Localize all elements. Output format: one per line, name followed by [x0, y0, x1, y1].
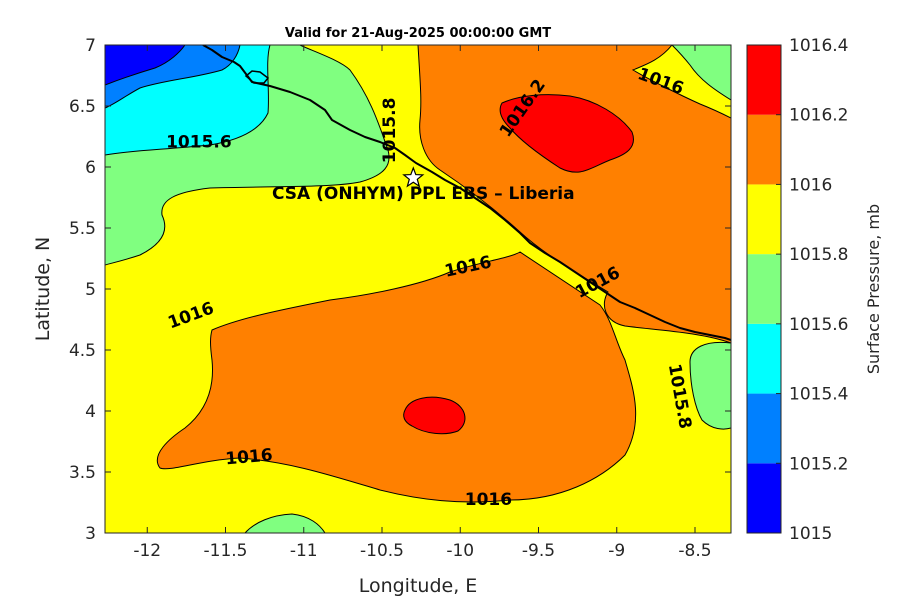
- colorbar-tick-label: 1015.8: [789, 245, 848, 265]
- x-tick-label: -12: [133, 541, 161, 561]
- x-tick-label: -8.5: [678, 541, 711, 561]
- contour-region-red-ne: [499, 94, 634, 173]
- contour-label: 1015.6: [166, 133, 232, 153]
- x-tick-label: -10: [446, 541, 474, 561]
- x-axis: -12 -11.5 -11 -10.5 -10 -9.5 -9 -8.5: [133, 45, 712, 561]
- colorbar-label: Surface Pressure, mb: [864, 204, 883, 374]
- site-label: CSA (ONHYM) PPL EBS – Liberia: [272, 184, 575, 204]
- colorbar-swatch: [747, 114, 781, 185]
- contour-label: 1016: [465, 490, 512, 510]
- colorbar-tick-label: 1016.4: [789, 36, 848, 56]
- contour-label: 1016: [225, 445, 274, 469]
- colorbar-tick-label: 1015.2: [789, 454, 848, 474]
- y-tick-label: 4: [85, 402, 96, 422]
- colorbar: 1015 1015.2 1015.4 1015.6 1015.8 1016 1016.2 10…: [746, 36, 848, 544]
- colorbar-tick-label: 1015.6: [789, 315, 848, 335]
- x-axis-label: Longitude, E: [359, 575, 478, 597]
- colorbar-swatch: [747, 184, 781, 255]
- y-tick-label: 5: [85, 280, 96, 300]
- y-tick-label: 6: [85, 158, 96, 178]
- contour-label: 1015.8: [380, 98, 400, 164]
- colorbar-swatch: [747, 323, 781, 394]
- colorbar-tick-label: 1016.2: [789, 106, 848, 126]
- coastline: [202, 45, 731, 341]
- chart-title: Valid for 21-Aug-2025 00:00:00 GMT: [285, 26, 551, 41]
- contour-region-red-s: [403, 396, 466, 435]
- contour-region-green-s: [244, 513, 326, 533]
- contour-region-darkblue: [105, 45, 186, 86]
- colorbar-frame: [746, 44, 782, 534]
- x-tick-label: -11: [290, 541, 318, 561]
- x-tick-label: -10.5: [360, 541, 404, 561]
- colorbar-tick-label: 1015.4: [789, 385, 848, 405]
- contour-fill-layer: [105, 45, 731, 533]
- site-marker: CSA (ONHYM) PPL EBS – Liberia: [272, 166, 575, 204]
- y-tick-label: 5.5: [69, 219, 96, 239]
- colorbar-swatch: [747, 463, 781, 533]
- island-outline: [244, 70, 270, 84]
- contour-region-orange-s: [157, 251, 637, 503]
- colorbar-swatch: [747, 45, 781, 115]
- colorbar-tick-label: 1015: [789, 524, 832, 544]
- y-axis-label: Latitude, N: [32, 237, 54, 342]
- x-tick-label: -9: [608, 541, 625, 561]
- colorbar-tick-label: 1016: [789, 175, 832, 195]
- contour-region-green-ne: [671, 45, 731, 101]
- y-tick-label: 7: [85, 36, 96, 56]
- y-tick-label: 4.5: [69, 341, 96, 361]
- y-tick-label: 6.5: [69, 97, 96, 117]
- y-tick-label: 3: [85, 524, 96, 544]
- star-icon: [402, 166, 425, 188]
- x-tick-label: -9.5: [522, 541, 555, 561]
- contour-region-green-e: [689, 341, 731, 430]
- colorbar-swatch: [747, 393, 781, 464]
- y-tick-label: 3.5: [69, 463, 96, 483]
- colorbar-swatch: [747, 254, 781, 324]
- contour-region-orange-ne: [417, 45, 731, 344]
- x-tick-label: -11.5: [204, 541, 248, 561]
- y-axis: 3 3.5 4 4.5 5 5.5 6 6.5 7: [69, 36, 731, 544]
